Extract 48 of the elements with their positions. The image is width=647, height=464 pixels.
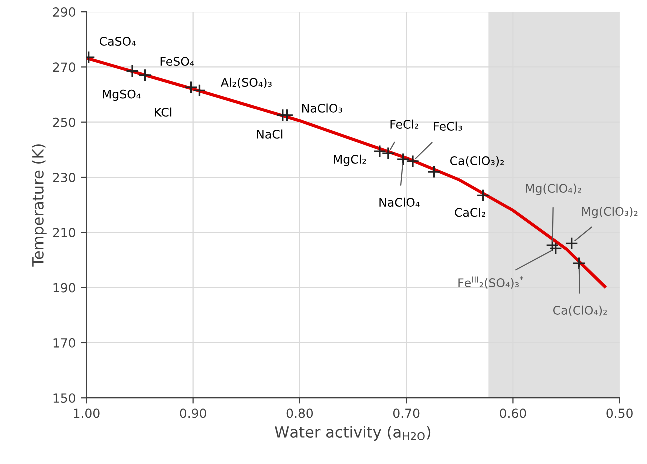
annotation: MgCl₂	[334, 154, 366, 166]
annotation: MgSO₄	[103, 90, 141, 102]
point	[549, 242, 562, 256]
annotation: KCl	[155, 108, 172, 117]
annotation: Fe$^{III}$₂(SO₄)₃$^{*}$	[458, 276, 524, 289]
y-axis-title: Temperature (K)	[32, 144, 47, 267]
point	[428, 165, 441, 179]
annotation: Mg(ClO₃)₂	[582, 206, 638, 218]
point	[396, 152, 410, 166]
annotation: FeCl₂	[390, 120, 419, 129]
y-tick-label: 270	[53, 62, 76, 72]
x-tick-label: 0.90	[180, 408, 206, 418]
point	[184, 80, 198, 94]
point	[373, 144, 387, 158]
point	[476, 189, 490, 202]
point	[138, 68, 152, 82]
x-tick-label: 1.00	[74, 408, 100, 418]
annotation: NaCl	[257, 130, 283, 139]
x-tick-label: 0.70	[393, 408, 420, 418]
x-tick-label: 0.60	[500, 408, 526, 418]
annotation: FeSO₄	[160, 57, 194, 66]
point	[565, 237, 578, 250]
annotation: Ca(ClO₄)₂	[553, 306, 608, 316]
annotation: CaCl₂	[455, 208, 486, 218]
annotation: Al₂(SO₄)₃	[221, 78, 272, 88]
x-axis-title: Water activity (a$_{H2O}$)	[275, 426, 431, 441]
annotation: Mg(ClO₄)₂	[526, 184, 582, 196]
y-tick-label: 230	[53, 172, 76, 182]
y-tick-label: 250	[53, 118, 76, 128]
point	[382, 146, 396, 160]
y-tick-label: 210	[53, 228, 76, 238]
y-tick-label: 170	[54, 338, 76, 348]
y-tick-label: 290	[53, 8, 76, 17]
point	[406, 154, 420, 168]
annotation: FeCl₃	[434, 122, 462, 131]
annotation: CaSO₄	[100, 37, 136, 46]
x-tick-label: 0.80	[286, 408, 314, 418]
annotation: Ca(ClO₃)₂	[450, 156, 504, 167]
point	[193, 84, 206, 98]
point	[126, 64, 140, 78]
y-tick-label: 150	[54, 394, 76, 404]
point	[546, 238, 560, 252]
x-tick-label: 0.50	[606, 408, 633, 418]
y-tick-label: 190	[54, 283, 76, 293]
annotation: NaClO₄	[380, 198, 420, 208]
annotation: NaClO₃	[302, 104, 342, 113]
point	[280, 108, 294, 122]
point	[572, 256, 586, 270]
